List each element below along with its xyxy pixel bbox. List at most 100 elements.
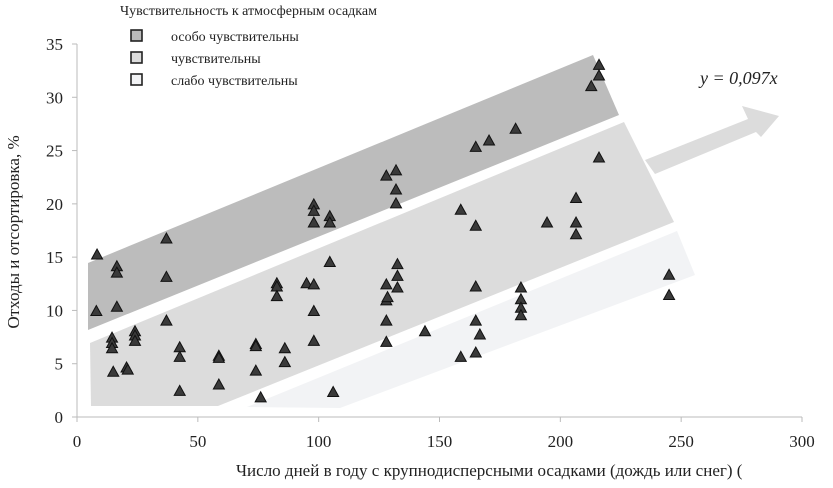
data-point [254,390,268,403]
y-tick-label: 35 [46,35,63,54]
data-point [173,384,187,396]
y-tick-label: 10 [46,301,63,320]
data-point [212,377,226,390]
data-point [307,204,321,216]
y-tick-label: 15 [46,248,63,267]
data-point [482,133,496,146]
data-point [391,281,404,293]
y-tick-label: 20 [46,195,63,214]
data-point [509,122,522,134]
legend-label: слабо чувствительны [171,74,298,89]
data-point [592,150,606,163]
band-dark [88,55,619,330]
data-point [379,335,393,347]
x-tick-label: 250 [668,432,694,451]
data-point [160,314,173,326]
data-point [160,270,173,282]
data-point [278,341,292,354]
data-point [105,341,119,354]
data-point [323,255,337,267]
data-point [90,247,104,260]
data-point [307,334,321,346]
data-point [389,182,403,195]
data-point [514,281,528,293]
data-point [662,268,676,280]
data-point [270,289,284,302]
data-point [469,314,483,326]
data-point [326,385,340,397]
data-point [540,216,554,228]
sensitivity-bands [88,55,695,408]
data-point [249,364,263,376]
data-point [391,257,404,270]
legend-item-weakly-sensitive: слабо чувствительны [130,73,298,89]
data-point [469,140,483,152]
legend-item-sensitive: чувствительны [130,51,261,67]
data-point [473,327,487,340]
y-tick-label: 0 [55,408,64,427]
data-point [110,300,124,312]
legend-label: чувствительны [171,52,261,67]
trend-arrow [645,106,779,174]
legend-item-especially-sensitive: особо чувствительны [130,29,299,45]
y-tick-label: 30 [46,88,63,107]
data-point [173,350,187,362]
data-point [379,314,393,326]
y-tick-label: 5 [55,355,64,374]
data-point [418,324,432,337]
band-light [247,231,695,408]
data-point [160,231,173,244]
data-points [89,58,676,403]
data-point [592,68,606,81]
x-tick-label: 100 [306,432,332,451]
trend-equation: y = 0,097x [698,68,778,88]
data-point [307,277,321,290]
y-axis-label: Отходы и отсортировка, % [4,135,23,328]
data-point [391,269,404,281]
x-axis-label: Число дней в году с крупнодисперсными ос… [236,461,743,480]
data-point [106,365,120,377]
legend-swatch [130,51,143,64]
data-point [307,304,321,316]
data-point [300,276,313,289]
data-point [469,346,483,358]
data-point [569,191,583,204]
data-point [110,266,124,278]
axes: 0 50 100 150 200 250 300 0 5 10 15 20 25 30 35 [46,35,815,451]
legend-title: Чувствительность к атмосферным осадкам [120,4,377,19]
y-tick-label: 25 [46,142,63,161]
data-point [569,216,583,228]
x-tick-label: 0 [73,432,82,451]
legend-swatch [130,73,143,86]
data-point [514,308,528,321]
legend: Чувствительность к атмосферным осадкам о… [120,4,377,89]
data-point [389,163,403,176]
legend-swatch [130,29,143,42]
data-point [389,196,403,209]
data-point [278,355,292,368]
data-point [323,216,337,228]
data-point [584,79,598,92]
data-point [454,203,468,215]
data-point [469,279,483,292]
data-point [307,216,321,228]
x-tick-label: 300 [789,432,815,451]
data-point [249,339,263,352]
data-point [569,227,583,240]
data-point [454,350,468,362]
data-point [381,290,394,303]
data-point [89,304,103,316]
data-point [469,219,483,231]
x-tick-label: 150 [427,432,453,451]
legend-label: особо чувствительны [171,30,299,45]
data-point [662,288,676,301]
data-point [212,351,226,363]
band-medium [90,122,674,406]
x-tick-label: 50 [189,432,206,451]
x-tick-label: 200 [548,432,574,451]
data-point [128,334,142,346]
data-point [379,169,393,181]
data-point [379,277,393,290]
data-point [121,363,135,375]
